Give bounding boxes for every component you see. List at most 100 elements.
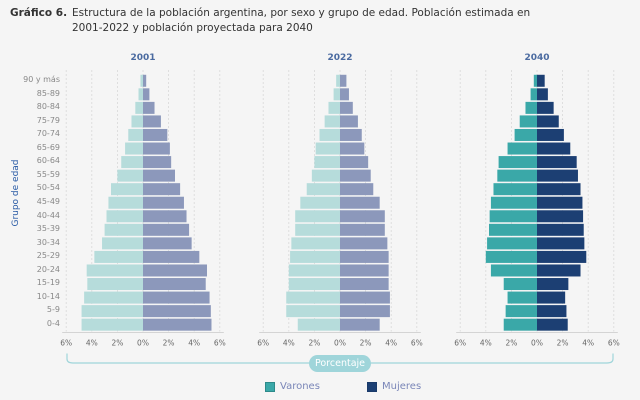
bar-mujeres bbox=[340, 88, 349, 101]
age-group-label: 40-44 bbox=[36, 210, 60, 220]
bar-varones bbox=[487, 237, 537, 250]
x-axis-label: Porcentaje bbox=[309, 355, 371, 372]
bar-varones bbox=[485, 250, 537, 263]
bar-varones bbox=[314, 156, 340, 169]
x-tick-label: 0% bbox=[531, 338, 543, 347]
bar-varones bbox=[328, 101, 340, 114]
bar-mujeres bbox=[340, 183, 374, 196]
bar-varones bbox=[336, 74, 340, 87]
x-tick-label: 2% bbox=[505, 338, 517, 347]
bar-mujeres bbox=[537, 223, 584, 236]
x-tick-label: 2% bbox=[308, 338, 320, 347]
caption-lead: Gráfico 6. bbox=[10, 7, 68, 19]
pyramid-title-2022: 2022 bbox=[327, 53, 352, 63]
bar-mujeres bbox=[537, 156, 577, 169]
age-group-label: 0-4 bbox=[46, 318, 60, 328]
bar-varones bbox=[86, 264, 143, 277]
bar-mujeres bbox=[537, 264, 581, 277]
bar-mujeres bbox=[537, 250, 587, 263]
bar-mujeres bbox=[340, 210, 385, 223]
bar-varones bbox=[140, 74, 143, 87]
bar-mujeres bbox=[537, 291, 566, 304]
bar-varones bbox=[295, 223, 340, 236]
bar-varones bbox=[503, 278, 537, 291]
x-tick-label: 6% bbox=[257, 338, 269, 347]
bar-varones bbox=[489, 210, 537, 223]
legend-swatch-varones bbox=[265, 381, 275, 392]
bar-mujeres bbox=[340, 196, 380, 209]
bar-varones bbox=[290, 250, 340, 263]
bar-varones bbox=[121, 156, 143, 169]
bar-mujeres bbox=[340, 115, 358, 128]
bar-mujeres bbox=[537, 74, 545, 87]
bar-mujeres bbox=[143, 183, 181, 196]
bar-varones bbox=[519, 115, 537, 128]
bar-varones bbox=[497, 169, 537, 182]
legend-item-varones: Varones bbox=[265, 381, 320, 392]
bar-varones bbox=[490, 196, 537, 209]
bar-mujeres bbox=[340, 278, 389, 291]
bar-mujeres bbox=[143, 74, 147, 87]
x-axis-bracket-left bbox=[66, 353, 309, 364]
figure-caption: Gráfico 6. Estructura de la población arg… bbox=[10, 6, 630, 36]
bar-mujeres bbox=[537, 237, 585, 250]
age-group-label: 75-79 bbox=[36, 115, 60, 125]
bar-varones bbox=[311, 169, 340, 182]
bar-mujeres bbox=[340, 74, 347, 87]
bar-varones bbox=[533, 74, 537, 87]
bar-varones bbox=[106, 210, 143, 223]
bar-mujeres bbox=[340, 264, 389, 277]
bar-varones bbox=[102, 237, 143, 250]
x-tick-label: 4% bbox=[188, 338, 200, 347]
bar-mujeres bbox=[143, 223, 190, 236]
x-tick-label: 6% bbox=[411, 338, 423, 347]
age-group-label: 60-64 bbox=[36, 156, 60, 166]
bar-varones bbox=[84, 291, 143, 304]
caption-text: Estructura de la población argentina, po… bbox=[72, 7, 531, 34]
bar-mujeres bbox=[143, 210, 187, 223]
age-group-label: 55-59 bbox=[36, 169, 60, 179]
pyramid-title-2040: 2040 bbox=[524, 53, 549, 63]
bar-varones bbox=[333, 88, 340, 101]
bar-varones bbox=[507, 291, 537, 304]
bar-varones bbox=[319, 128, 340, 141]
bar-varones bbox=[117, 169, 143, 182]
bar-mujeres bbox=[340, 101, 353, 114]
bar-varones bbox=[288, 264, 340, 277]
age-group-label: 20-24 bbox=[36, 264, 60, 274]
age-group-label: 35-39 bbox=[36, 224, 60, 234]
bar-varones bbox=[291, 237, 340, 250]
bar-varones bbox=[108, 196, 143, 209]
bar-mujeres bbox=[143, 169, 175, 182]
bar-mujeres bbox=[143, 101, 155, 114]
bar-varones bbox=[315, 142, 340, 155]
bar-mujeres bbox=[537, 128, 564, 141]
legend-item-mujeres: Mujeres bbox=[367, 381, 421, 392]
bar-mujeres bbox=[143, 305, 211, 318]
bar-mujeres bbox=[143, 291, 210, 304]
bar-mujeres bbox=[537, 318, 568, 331]
age-group-label: 65-69 bbox=[36, 142, 60, 152]
bar-mujeres bbox=[340, 291, 390, 304]
age-group-label: 30-34 bbox=[36, 237, 60, 247]
bar-mujeres bbox=[340, 318, 380, 331]
bar-mujeres bbox=[537, 196, 583, 209]
bar-mujeres bbox=[143, 156, 172, 169]
bar-varones bbox=[135, 101, 143, 114]
x-tick-label: 2% bbox=[360, 338, 372, 347]
x-tick-label: 6% bbox=[454, 338, 466, 347]
bar-mujeres bbox=[340, 237, 388, 250]
x-tick-label: 6% bbox=[608, 338, 620, 347]
bar-varones bbox=[81, 305, 143, 318]
bar-varones bbox=[490, 264, 537, 277]
bar-varones bbox=[297, 318, 340, 331]
bar-varones bbox=[111, 183, 143, 196]
bar-varones bbox=[503, 318, 537, 331]
x-tick-label: 4% bbox=[480, 338, 492, 347]
age-group-label: 85-89 bbox=[36, 88, 60, 98]
bar-mujeres bbox=[143, 250, 200, 263]
age-group-label: 45-49 bbox=[36, 196, 60, 206]
bar-mujeres bbox=[143, 128, 168, 141]
bar-mujeres bbox=[143, 88, 150, 101]
bar-mujeres bbox=[340, 305, 390, 318]
